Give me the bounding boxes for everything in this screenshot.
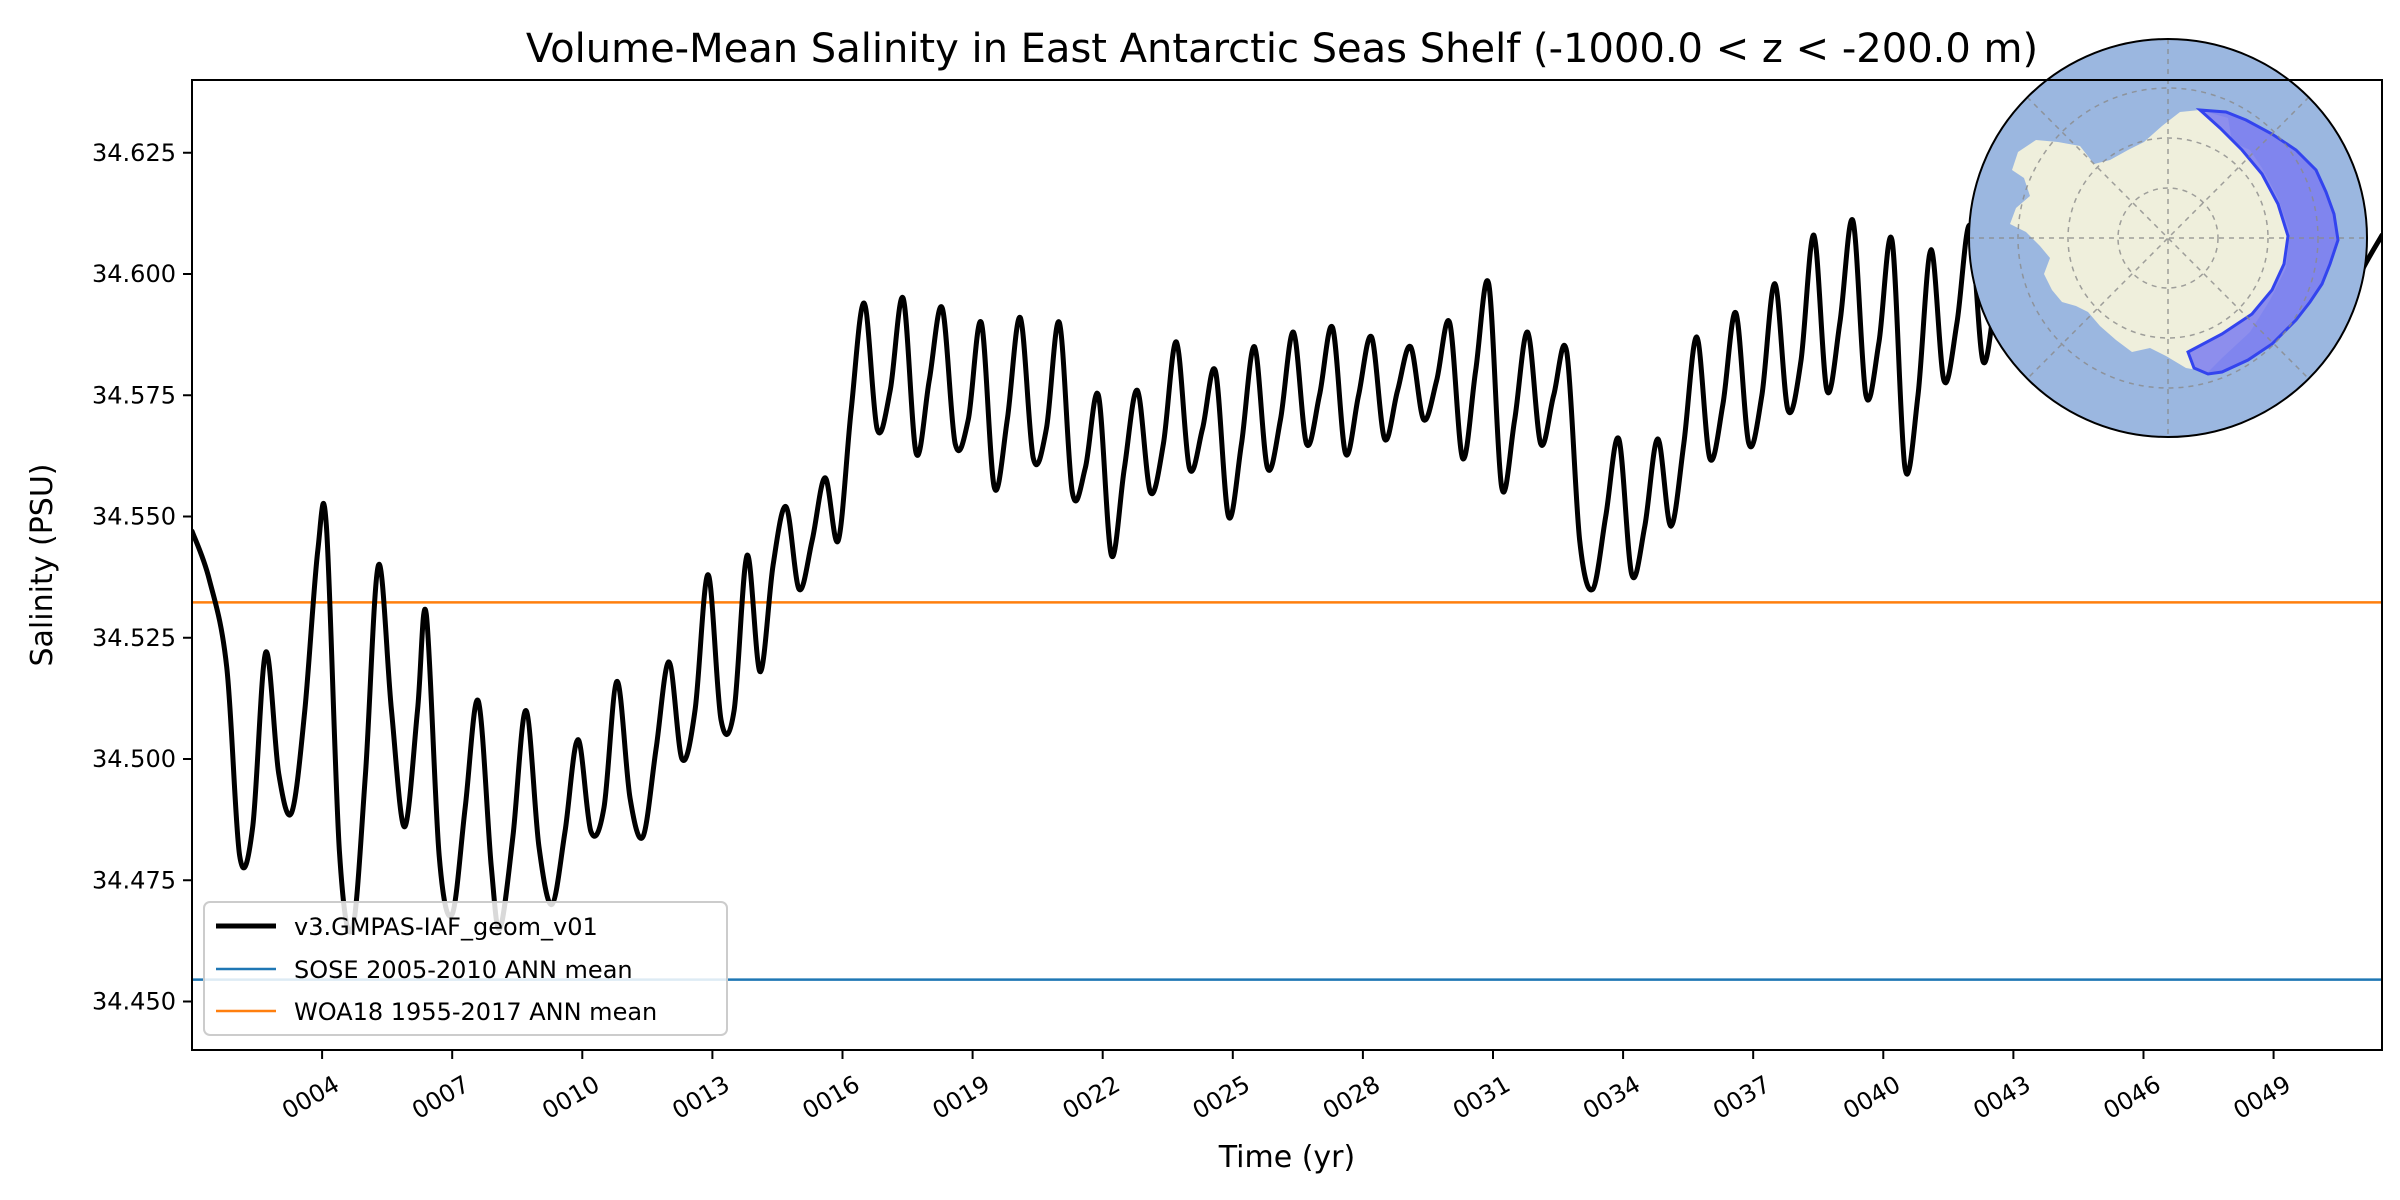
legend-label-woa: WOA18 1955-2017 ANN mean xyxy=(294,998,657,1026)
antarctica-landmass xyxy=(2010,110,2290,372)
y-axis-ticks: 34.450 34.475 34.500 34.525 34.550 34.575 34.6… xyxy=(92,139,192,1016)
y-tick-label: 34.625 xyxy=(92,139,176,167)
y-tick-label: 34.475 xyxy=(92,866,176,894)
inset-graticule xyxy=(1969,39,2367,437)
y-tick-label: 34.550 xyxy=(92,503,176,531)
series-group xyxy=(192,193,2382,935)
inset-border xyxy=(1968,38,2368,438)
plot-frame xyxy=(191,79,2383,1051)
y-tick-label: 34.575 xyxy=(92,381,176,409)
y-tick-label: 34.500 xyxy=(92,745,176,773)
series-line-model xyxy=(192,193,2382,935)
inset-map-content xyxy=(1969,39,2367,437)
legend-label-model: v3.GMPAS-IAF_geom_v01 xyxy=(294,913,598,941)
y-tick-label: 34.525 xyxy=(92,624,176,652)
inset-map xyxy=(1968,38,2368,438)
y-axis-label: Salinity (PSU) xyxy=(25,464,60,667)
legend: v3.GMPAS-IAF_geom_v01 SOSE 2005-2010 ANN… xyxy=(203,901,728,1036)
legend-box xyxy=(203,901,728,1036)
x-axis-label: Time (yr) xyxy=(1218,1140,1355,1175)
legend-label-sose: SOSE 2005-2010 ANN mean xyxy=(294,956,633,984)
y-tick-label: 34.600 xyxy=(92,260,176,288)
y-tick-label: 34.450 xyxy=(92,988,176,1016)
chart-title: Volume-Mean Salinity in East Antarctic S… xyxy=(526,26,2038,72)
